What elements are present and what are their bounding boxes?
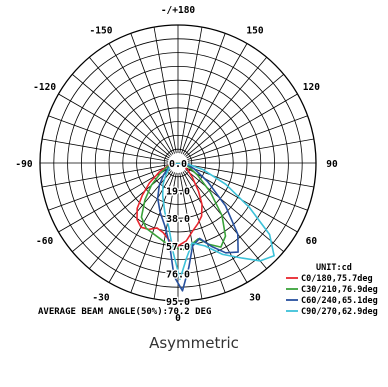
angle-tick-label: -120 bbox=[33, 82, 56, 93]
grid-spoke bbox=[186, 93, 298, 159]
grid-spoke bbox=[48, 166, 169, 211]
grid-spoke bbox=[181, 172, 226, 293]
angle-tick-label: 150 bbox=[246, 26, 263, 37]
grid-spoke bbox=[182, 171, 248, 283]
grid-spoke bbox=[58, 167, 170, 233]
grid-spoke bbox=[179, 172, 203, 299]
radial-tick-label: 0.0 bbox=[169, 159, 187, 170]
legend-entry: C60/240,65.1deg bbox=[301, 296, 378, 306]
grid-spoke bbox=[108, 43, 174, 155]
grid-spoke bbox=[179, 27, 203, 154]
grid-spoke bbox=[187, 138, 314, 162]
angle-tick-label: -150 bbox=[90, 26, 113, 37]
caption: Asymmetric bbox=[149, 334, 239, 352]
series-line bbox=[156, 162, 239, 292]
grid-spoke bbox=[181, 33, 226, 154]
radial-tick-label: 19.0 bbox=[166, 187, 190, 198]
grid-spoke bbox=[187, 115, 308, 160]
angle-tick-label: -30 bbox=[92, 292, 109, 303]
grid-spoke bbox=[184, 170, 268, 269]
legend-entry: C30/210,76.9deg bbox=[301, 285, 378, 295]
grid-spoke bbox=[187, 164, 314, 188]
grid-spoke bbox=[58, 93, 170, 159]
series-line bbox=[140, 162, 227, 251]
grid-spoke bbox=[187, 166, 308, 211]
grid-spoke bbox=[130, 33, 175, 154]
grid-spoke bbox=[185, 73, 284, 157]
angle-tick-label: 120 bbox=[303, 82, 320, 93]
grid-spoke bbox=[88, 57, 172, 156]
angle-tick-label: 90 bbox=[326, 159, 338, 170]
grid-spoke bbox=[88, 170, 172, 269]
grid-spoke bbox=[42, 138, 169, 162]
grid-spoke bbox=[42, 164, 169, 188]
grid-spoke bbox=[185, 169, 284, 253]
grid-spoke bbox=[48, 115, 169, 160]
legend-entry: C90/270,62.9deg bbox=[301, 307, 378, 317]
series-line bbox=[161, 163, 275, 280]
grid-spoke bbox=[184, 57, 268, 156]
grid-spoke bbox=[72, 73, 171, 157]
radial-tick-label: 76.0 bbox=[166, 269, 190, 280]
angle-tick-label: 0 bbox=[175, 313, 181, 324]
radial-tick-label: 95.0 bbox=[166, 297, 190, 308]
series-line bbox=[136, 162, 203, 247]
average-beam-angle: AVERAGE BEAM ANGLE(50%):70.2 DEG bbox=[38, 307, 211, 317]
grid-spoke bbox=[72, 169, 171, 253]
legend-unit-label: UNIT:cd bbox=[316, 263, 352, 273]
radial-tick-label: 38.0 bbox=[166, 214, 190, 225]
angle-tick-label: -60 bbox=[36, 236, 53, 247]
angle-tick-label: -90 bbox=[15, 159, 32, 170]
angle-tick-label: -/+180 bbox=[161, 5, 196, 16]
grid-spoke bbox=[153, 27, 177, 154]
angle-tick-label: 30 bbox=[249, 292, 261, 303]
grid-spoke bbox=[182, 43, 248, 155]
radial-tick-label: 57.0 bbox=[166, 242, 190, 253]
angle-tick-label: 60 bbox=[306, 236, 318, 247]
legend-entry: C0/180,75.7deg bbox=[301, 274, 373, 284]
